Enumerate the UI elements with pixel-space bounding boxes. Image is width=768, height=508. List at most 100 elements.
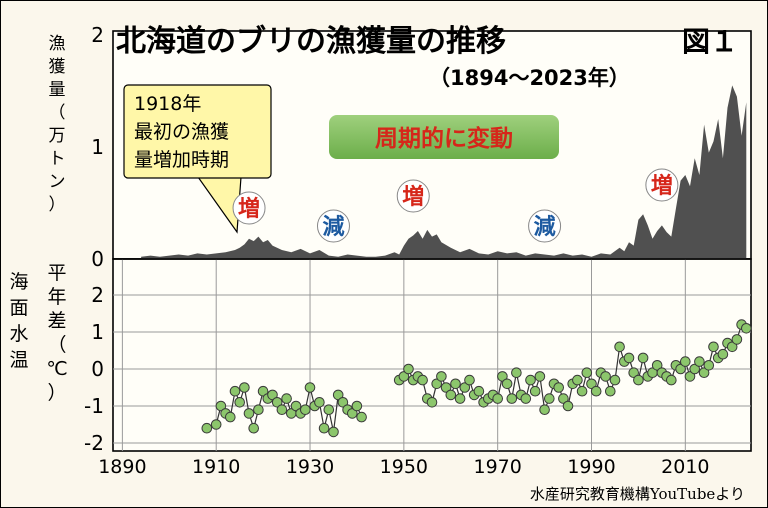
- x-tick-1950: 1950: [380, 456, 428, 478]
- phase-label-0: 増: [238, 196, 260, 222]
- sst-label-col2-1: 年: [47, 286, 66, 308]
- sst-point: [243, 408, 255, 419]
- sst-point: [525, 374, 536, 386]
- x-tick-2010: 2010: [661, 456, 709, 478]
- sst-point: [403, 363, 414, 375]
- callout-box: [123, 84, 272, 179]
- sst-point: [497, 371, 508, 382]
- sst-point: [708, 341, 719, 353]
- x-axis-ticks: 1890 1910 1930 1950 1970 1990 2010: [98, 456, 709, 478]
- callout-line-1: 1918年: [134, 93, 201, 115]
- phase-label-2: 増: [402, 184, 424, 210]
- sst-point: [431, 378, 443, 390]
- sst-point: [553, 382, 565, 393]
- source-credit: 水産研究教育機構YouTubeより: [530, 485, 745, 503]
- sst-point: [534, 371, 546, 382]
- sst-point: [271, 397, 283, 408]
- sst-point: [694, 356, 705, 367]
- sst-point: [633, 374, 644, 386]
- chart-title: 北海道のブリの漁獲量の推移: [116, 24, 506, 59]
- sst-label-col1-1: 面: [9, 297, 28, 319]
- sst-point: [300, 404, 311, 416]
- sst-label-col2-5: ）: [47, 382, 66, 404]
- sst-point: [600, 371, 611, 382]
- phase-circle-4: [645, 168, 679, 202]
- sst-y-ticks: 1 0 -1 -2 2: [84, 283, 104, 455]
- sst-point: [520, 393, 532, 404]
- sst-point: [332, 389, 344, 401]
- sst-point: [506, 393, 518, 404]
- sst-point: [544, 393, 555, 404]
- catch-tick-0: 0: [91, 247, 104, 271]
- sst-point: [281, 393, 292, 404]
- sst-point: [210, 419, 222, 430]
- sst-point: [229, 385, 241, 397]
- sst-point: [337, 397, 349, 408]
- sst-point: [426, 397, 438, 408]
- phase-labels: 増減 増減 増: [232, 168, 679, 243]
- sst-point: [436, 371, 447, 382]
- sst-label-col2-2: 差: [47, 310, 66, 332]
- sst-point: [450, 378, 461, 390]
- sst-point: [440, 382, 452, 393]
- sst-point: [248, 422, 259, 434]
- sst-plot-frame: [112, 258, 752, 452]
- sst-point: [623, 352, 635, 364]
- catch-area-series: [141, 85, 747, 260]
- phase-label-1: 減: [322, 215, 344, 240]
- catch-tick-1: 1: [91, 135, 104, 159]
- sst-point: [675, 363, 686, 375]
- sst-point: [445, 389, 457, 401]
- cycle-badge: [329, 115, 559, 159]
- sst-point: [539, 404, 550, 416]
- sst-tick--2: -2: [84, 431, 104, 455]
- sst-point: [703, 360, 715, 371]
- sst-point: [717, 348, 729, 360]
- sst-label-col1-2: 水: [9, 323, 28, 345]
- sst-tick--1: -1: [84, 394, 104, 418]
- sst-point: [501, 378, 513, 390]
- figure-label: 図１: [682, 25, 738, 58]
- sst-label-col1-3: 温: [9, 349, 28, 371]
- catch-y-axis-label: 漁獲量（万トン）: [49, 34, 66, 215]
- sst-point: [253, 404, 264, 416]
- x-tick-1930: 1930: [286, 456, 334, 478]
- sst-points: [201, 319, 752, 438]
- sst-point: [741, 323, 752, 334]
- phase-circle-3: [528, 209, 562, 243]
- x-tick-1990: 1990: [567, 456, 615, 478]
- cycle-badge-text: 周期的に変動: [375, 125, 513, 152]
- sst-point: [454, 393, 466, 404]
- sst-point: [328, 426, 339, 438]
- sst-point: [689, 363, 701, 375]
- sst-point: [684, 371, 696, 382]
- sst-point: [473, 385, 485, 397]
- sst-tick-1: 1: [91, 320, 104, 344]
- sst-point: [356, 411, 367, 423]
- catch-y-ticks: 0 1 2: [91, 23, 104, 271]
- sst-point: [267, 389, 278, 401]
- sst-point: [609, 374, 621, 386]
- sst-label-col2-4: ℃: [46, 358, 67, 380]
- sst-point: [562, 400, 574, 412]
- phase-label-4: 増: [651, 173, 673, 199]
- sst-point: [239, 382, 250, 393]
- phase-circle-1: [316, 209, 350, 243]
- sst-point: [605, 385, 616, 397]
- sst-point: [614, 341, 625, 353]
- phase-circle-2: [396, 179, 430, 213]
- sst-point: [318, 422, 330, 434]
- period-subtitle: （1894～2023年）: [429, 66, 630, 90]
- x-tick-1890: 1890: [98, 456, 146, 478]
- sst-point: [637, 352, 649, 364]
- sst-point: [323, 404, 335, 416]
- sst-point: [417, 374, 428, 386]
- sst-point: [304, 382, 316, 393]
- sst-point: [201, 422, 213, 434]
- sst-point: [586, 378, 597, 390]
- phase-circle-0: [232, 191, 266, 225]
- sst-tick-0: 0: [91, 357, 104, 381]
- phase-label-3: 減: [534, 215, 556, 240]
